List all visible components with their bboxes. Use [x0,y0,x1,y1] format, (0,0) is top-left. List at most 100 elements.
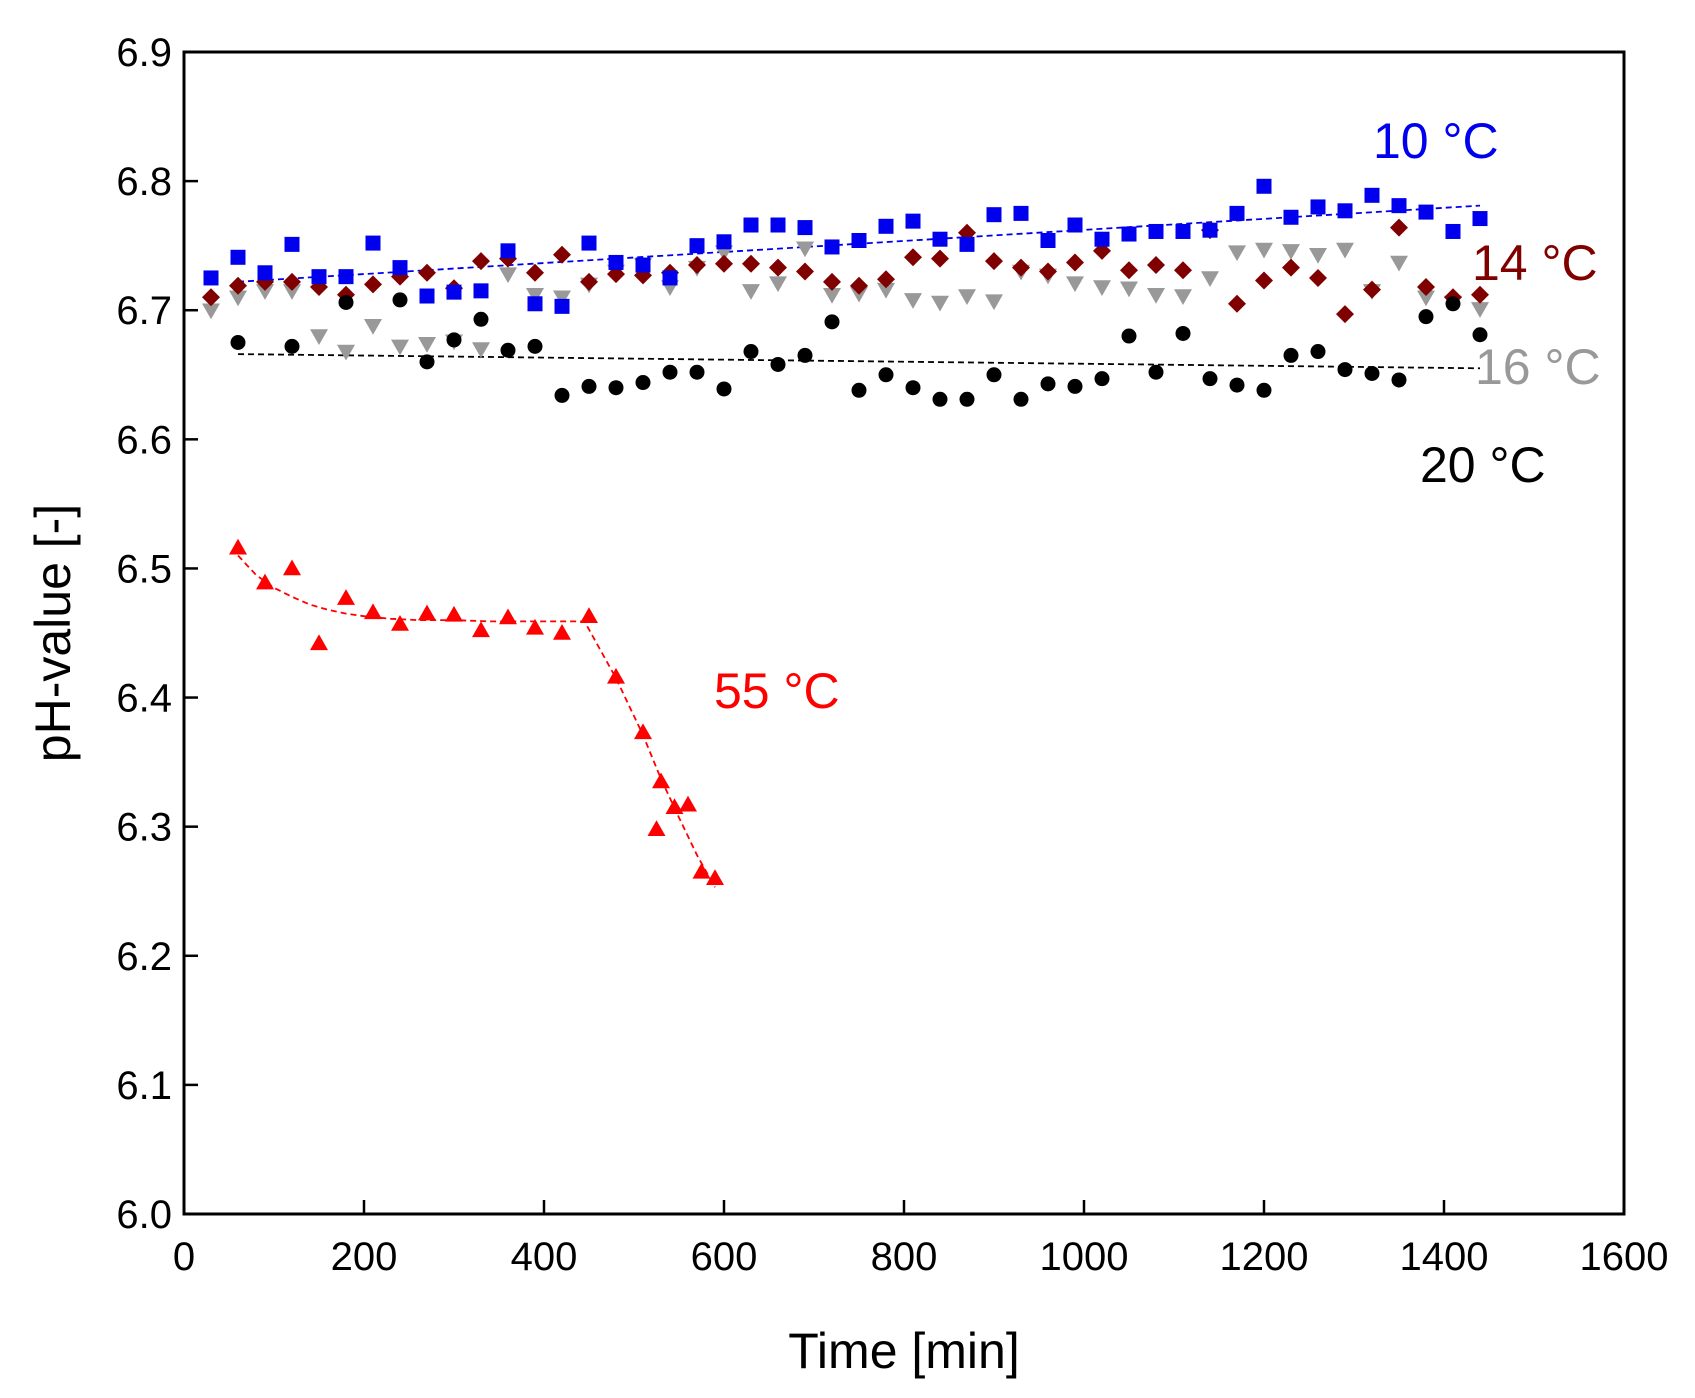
data-point-series-2 [1120,281,1138,298]
data-point-series-3 [1121,328,1137,344]
data-point-series-2 [472,342,490,358]
series-label-20c: 20 °C [1420,437,1546,493]
data-point-series-1 [283,272,301,291]
data-point-series-1 [1471,285,1489,304]
data-point-series-3 [554,387,570,403]
data-point-series-2 [1417,290,1435,307]
data-point-series-3 [986,367,1002,383]
data-point-series-2 [904,293,922,309]
data-point-series-4 [607,667,625,684]
y-tick-label: 6.8 [116,160,172,204]
data-point-series-1 [985,252,1003,271]
data-point-series-4 [499,608,517,625]
trend-lines [237,204,1481,888]
data-point-series-2 [1066,276,1084,293]
data-point-series-3 [878,367,894,383]
data-point-series-2 [256,284,274,300]
data-point-series-0 [1202,222,1218,238]
y-tick-label: 6.3 [116,806,172,850]
data-point-series-2 [958,289,976,306]
data-point-series-2 [1228,245,1246,262]
data-point-series-1 [688,256,706,275]
data-point-series-3 [1418,309,1434,325]
data-point-series-1 [850,276,868,295]
data-point-series-1 [1012,258,1030,277]
data-point-series-1 [931,249,949,268]
data-point-series-3 [1337,362,1353,378]
data-point-series-0 [797,220,813,236]
data-point-series-0 [554,298,570,314]
data-point-series-3 [716,381,732,397]
data-point-series-0 [473,283,489,299]
data-point-series-1 [1120,261,1138,280]
data-point-series-1 [202,288,220,307]
y-tick-label: 6.6 [116,418,172,462]
data-point-series-3 [284,338,300,354]
data-point-series-2 [769,276,787,293]
data-point-series-1 [553,245,571,264]
data-point-series-1 [1039,262,1057,281]
data-point-series-3 [689,364,705,380]
data-point-series-2 [1174,289,1192,306]
data-point-series-3 [500,342,516,358]
data-point-series-2 [1147,287,1165,304]
data-point-series-4 [647,820,666,836]
data-point-series-4 [364,603,382,620]
data-point-series-3 [662,364,678,380]
data-point-series-0 [878,218,894,234]
x-tick-label: 800 [871,1235,938,1279]
data-point-series-0 [959,236,975,252]
data-point-series-0 [689,238,705,254]
data-point-series-1 [715,254,733,273]
data-point-series-3 [959,391,975,407]
y-tick-label: 6.1 [116,1064,172,1108]
data-point-series-1 [1309,268,1327,287]
data-point-series-0 [311,269,327,285]
data-point-series-0 [1121,226,1137,242]
series-label-10c: 10 °C [1373,113,1499,169]
data-point-series-1 [580,272,598,291]
y-axis: 6.0 6.1 6.2 6.3 6.4 6.5 6.6 6.7 6.8 6.9 [116,31,198,1237]
data-point-series-4 [391,614,409,631]
data-point-series-3 [446,332,462,348]
data-point-series-3 [1472,327,1488,343]
data-point-series-0 [419,288,435,304]
x-tick-label: 1400 [1400,1235,1489,1279]
y-tick-label: 6.0 [116,1193,172,1237]
data-point-series-1 [877,270,895,289]
data-point-series-3 [1310,344,1326,360]
data-point-series-3 [1229,377,1245,393]
data-point-series-4 [553,624,571,640]
data-point-series-2 [742,284,760,300]
data-point-series-2 [553,290,571,307]
data-point-series-0 [1094,231,1110,247]
data-point-series-0 [770,217,786,233]
data-point-series-3 [635,375,651,391]
trend-line-series-4 [237,554,716,888]
data-point-series-3 [1094,371,1110,387]
data-point-series-1 [1417,277,1435,296]
data-point-series-1 [1228,294,1246,313]
data-point-series-3 [770,356,786,372]
x-axis: 0 200 400 600 800 1000 1200 1400 1600 [173,1200,1668,1279]
series-label-14c: 14 °C [1472,235,1598,291]
data-point-series-1 [1363,280,1381,299]
data-point-series-4 [692,862,711,879]
data-point-series-3 [1391,372,1407,388]
data-point-series-3 [797,347,813,363]
data-point-series-1 [526,263,544,282]
data-point-series-0 [1067,217,1083,233]
data-point-series-2 [931,295,949,312]
data-point-series-0 [986,207,1002,223]
data-point-series-3 [1040,376,1056,392]
data-point-series-1 [1282,258,1300,277]
data-point-series-3 [1202,371,1218,387]
data-point-series-1 [1174,261,1192,280]
data-point-series-3 [608,380,624,396]
x-axis-title: Time [min] [788,1323,1020,1379]
data-point-series-2 [1201,271,1219,287]
series-label-16c: 16 °C [1475,339,1601,395]
data-point-series-0 [1364,187,1380,203]
data-point-series-0 [1445,223,1461,239]
